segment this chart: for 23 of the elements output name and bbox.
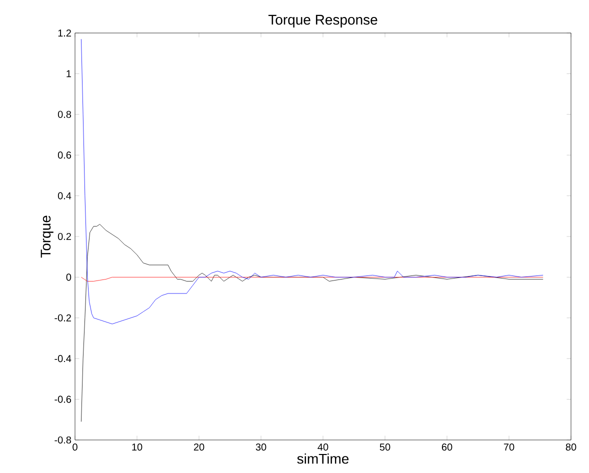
y-tick-label: -0.8: [54, 436, 72, 444]
x-axis-title: simTime: [297, 453, 349, 464]
y-tick-label: -0.2: [54, 314, 71, 322]
x-tick-label: 10: [132, 444, 142, 451]
x-tick-label: 0: [72, 444, 78, 451]
y-tick-label: 0.8: [58, 110, 72, 118]
x-tick-label: 20: [194, 444, 204, 451]
y-tick-label: 1: [66, 70, 71, 78]
x-tick-label: 30: [256, 444, 266, 451]
y-tick-label: 0.4: [58, 192, 72, 200]
x-tick-label: 70: [504, 444, 514, 451]
x-tick-label: 60: [442, 444, 452, 451]
y-axis-title: Torque: [40, 216, 54, 258]
y-tick-label: -0.4: [54, 355, 72, 362]
y-tick-label: 0.6: [58, 152, 72, 159]
chart-title: Torque Response: [268, 14, 378, 28]
y-tick-label: -0.6: [54, 396, 72, 403]
x-tick-label: 40: [318, 444, 328, 451]
y-tick-label: 1.2: [58, 30, 71, 36]
x-tick-label: 80: [566, 444, 576, 451]
y-tick-label: 0: [66, 274, 72, 281]
y-tick-label: 0.2: [58, 232, 71, 240]
x-tick-label: 50: [380, 444, 390, 451]
